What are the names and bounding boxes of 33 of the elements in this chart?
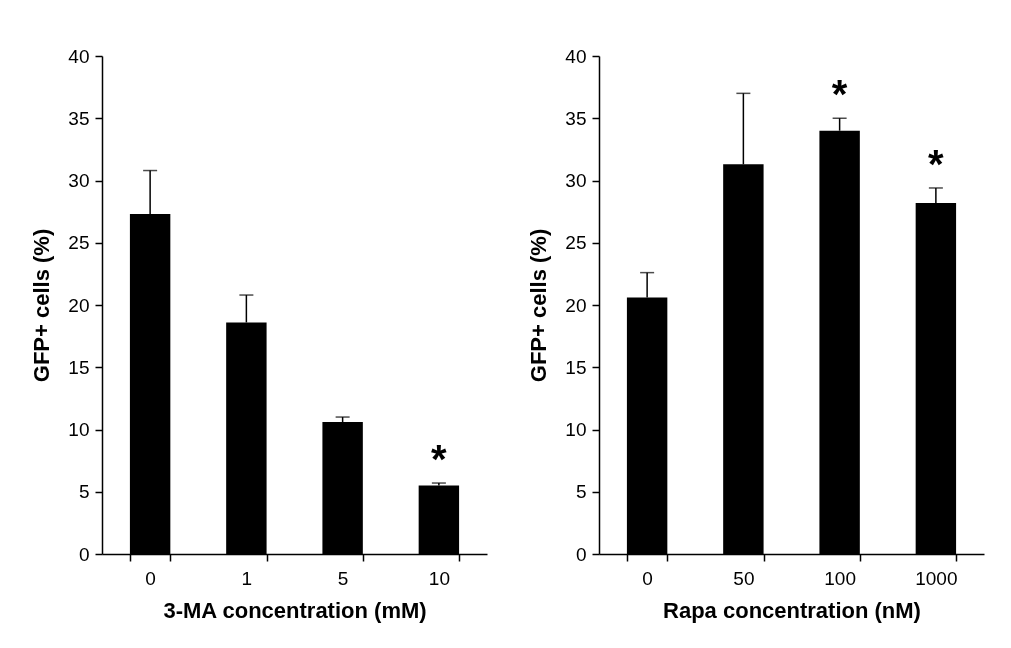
y-tick-label: 40 [565,45,587,67]
annotation: * [431,437,448,482]
y-tick-label: 5 [78,481,90,503]
x-tick-label: 10 [428,567,450,589]
y-tick-label: 35 [68,107,90,129]
annotation: * [928,141,945,186]
x-axis-title: 3-MA concentration (mM) [163,597,427,623]
y-tick-label: 0 [575,543,587,565]
y-tick-label: 20 [565,294,587,316]
annotation: * [831,72,848,117]
y-tick-label: 25 [68,232,90,254]
y-tick-label: 5 [575,481,587,503]
y-tick-label: 30 [68,170,90,191]
x-tick-label: 0 [145,567,156,589]
y-tick-label: 0 [78,543,90,565]
y-tick-label: 20 [68,294,90,316]
y-tick-label: 15 [565,356,587,378]
y-tick-label: 40 [68,45,90,67]
y-axis-title: GFP+ cells (%) [29,228,55,383]
x-tick-label: 0 [642,567,653,589]
y-tick-label: 35 [565,107,587,129]
x-tick-label: 1 [241,567,253,589]
y-axis-title: GFP+ cells (%) [526,228,552,383]
y-tick-label: 25 [565,232,587,254]
x-tick-label: 50 [733,567,755,589]
y-tick-label: 10 [565,419,587,440]
x-tick-label: 1000 [915,567,958,589]
y-tick-label: 10 [68,419,90,440]
y-tick-label: 30 [565,170,587,191]
x-tick-label: 5 [337,567,349,589]
x-axis-title: Rapa concentration (nM) [663,597,921,623]
x-tick-label: 100 [824,567,856,589]
y-tick-label: 15 [68,356,90,378]
